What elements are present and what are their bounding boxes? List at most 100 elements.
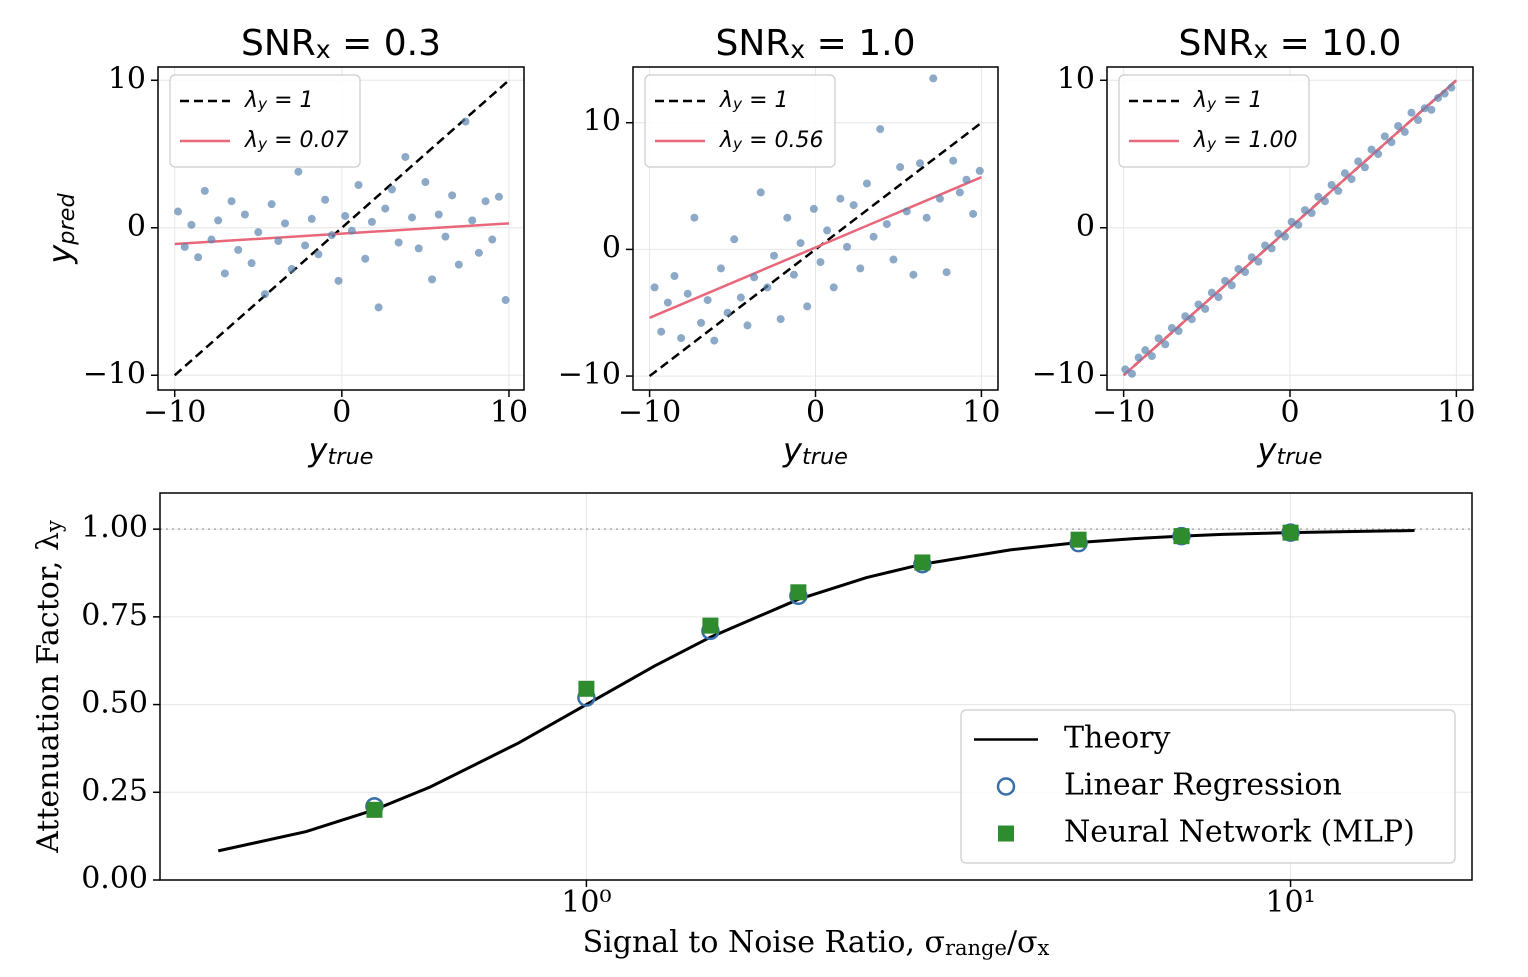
legend-label: λy = 0.56 bbox=[719, 128, 824, 153]
point bbox=[1427, 105, 1436, 114]
point bbox=[1221, 276, 1230, 285]
legend-label-part: = 0.07 bbox=[267, 128, 348, 153]
x-axis-label-sub: true bbox=[1276, 444, 1322, 470]
legend-label: Neural Network (MLP) bbox=[1064, 815, 1415, 850]
point bbox=[783, 213, 792, 222]
x-axis-label-part: y bbox=[308, 431, 329, 469]
point bbox=[896, 163, 905, 172]
point bbox=[1327, 180, 1336, 189]
legend-box bbox=[1118, 74, 1310, 168]
point bbox=[254, 228, 263, 237]
legend-swatch bbox=[998, 825, 1014, 842]
plot-frame bbox=[157, 66, 525, 391]
legend-label-part: λ bbox=[719, 128, 733, 153]
x-axis-label-part: y bbox=[782, 431, 803, 469]
y-axis-label-part: Attenuation Factor, λ bbox=[31, 532, 66, 854]
point bbox=[935, 194, 944, 203]
point bbox=[1261, 241, 1270, 250]
legend-label: Theory bbox=[1064, 721, 1170, 756]
legend-label-sub: y bbox=[732, 95, 743, 113]
point bbox=[1287, 217, 1296, 226]
point bbox=[187, 220, 196, 229]
panel-title: SNRx = 0.3 bbox=[241, 23, 441, 64]
point bbox=[914, 554, 931, 571]
plot-frame bbox=[632, 66, 999, 391]
point bbox=[1247, 253, 1256, 262]
point bbox=[1340, 169, 1349, 178]
point bbox=[1307, 209, 1316, 218]
point bbox=[220, 269, 229, 278]
point bbox=[862, 179, 871, 188]
x-tick-label: −10 bbox=[143, 395, 206, 430]
legend-box bbox=[169, 74, 361, 168]
point bbox=[1154, 334, 1163, 343]
point bbox=[260, 290, 269, 299]
point bbox=[1367, 145, 1376, 154]
point bbox=[194, 253, 203, 262]
legend-box bbox=[644, 74, 836, 168]
x-tick-label: 10 bbox=[962, 395, 1000, 430]
point bbox=[856, 264, 865, 273]
y-tick-label: 0 bbox=[602, 230, 621, 265]
legend-swatch bbox=[996, 777, 1016, 796]
point bbox=[180, 242, 189, 251]
point bbox=[321, 195, 330, 204]
point bbox=[1070, 531, 1087, 548]
point bbox=[677, 334, 686, 343]
point bbox=[501, 296, 510, 305]
x-tick-label: −10 bbox=[618, 395, 681, 430]
point bbox=[955, 188, 964, 197]
y-tick-label: 1.00 bbox=[81, 510, 148, 545]
point bbox=[710, 336, 719, 345]
legend-label: λy = 1 bbox=[1193, 88, 1263, 113]
legend-label: λy = 1 bbox=[244, 88, 314, 113]
point bbox=[454, 260, 463, 269]
y-axis-label-sub: y bbox=[42, 520, 66, 533]
point bbox=[234, 245, 243, 254]
y-axis-label-part: y bbox=[41, 244, 79, 265]
panel-title: SNRx = 1.0 bbox=[715, 23, 915, 64]
point bbox=[578, 680, 595, 697]
point bbox=[730, 235, 739, 244]
point bbox=[1300, 206, 1309, 215]
point bbox=[836, 194, 845, 203]
panel-title-sub: x bbox=[316, 35, 331, 64]
x-axis-label: ytrue bbox=[1257, 431, 1323, 470]
point bbox=[474, 248, 483, 257]
point bbox=[843, 242, 852, 251]
y-tick-label: 0.25 bbox=[81, 773, 148, 808]
point bbox=[929, 74, 938, 83]
point bbox=[214, 216, 223, 225]
point bbox=[341, 211, 350, 220]
point bbox=[294, 167, 303, 176]
point bbox=[1201, 304, 1210, 313]
plot-frame bbox=[1106, 66, 1474, 391]
legend-label-part: Neural Network (MLP) bbox=[1064, 815, 1415, 850]
point bbox=[200, 186, 209, 195]
point bbox=[1387, 138, 1396, 147]
panel-title-part: = 1.0 bbox=[805, 23, 915, 64]
point bbox=[670, 272, 679, 280]
point bbox=[1127, 369, 1136, 378]
point bbox=[889, 255, 898, 264]
x-tick-label: 10 bbox=[490, 395, 528, 430]
legend-label-part: λ bbox=[719, 88, 733, 113]
y-tick-label: 0.50 bbox=[81, 686, 148, 721]
legend-label: λy = 1 bbox=[719, 88, 789, 113]
point bbox=[1414, 116, 1423, 125]
legend-label-sub: y bbox=[1206, 95, 1217, 113]
point bbox=[657, 327, 666, 336]
y-tick-label: 0.75 bbox=[81, 598, 148, 633]
point bbox=[869, 232, 878, 241]
x-axis-label-sub: true bbox=[802, 444, 848, 470]
point bbox=[1320, 197, 1329, 206]
point bbox=[267, 200, 276, 209]
point bbox=[488, 235, 497, 244]
y-axis-label: ypred bbox=[41, 193, 80, 265]
point bbox=[716, 264, 725, 273]
legend-label-part: = 1.00 bbox=[1216, 128, 1297, 153]
point bbox=[1282, 524, 1299, 541]
legend-label-sub: y bbox=[1206, 135, 1217, 153]
x-tick-label: 0 bbox=[806, 395, 825, 430]
